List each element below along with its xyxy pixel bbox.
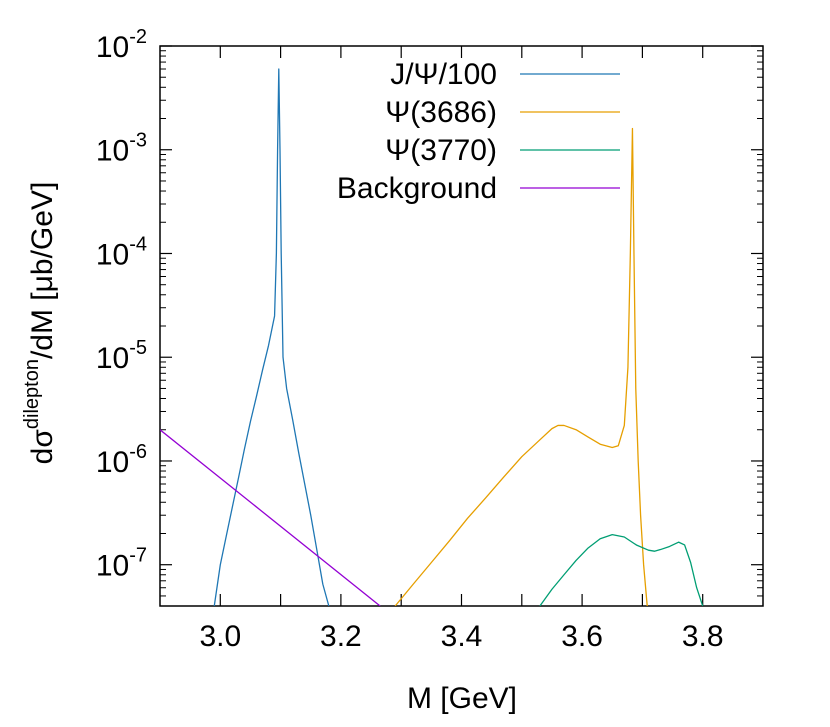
y-tick-label-exponent: -6 [129, 441, 147, 463]
axis-ticks [160, 45, 763, 607]
y-tick-label-base: 10 [96, 342, 129, 375]
y-axis-label-prefix: dσ [26, 429, 59, 465]
x-tick-label: 3.6 [561, 620, 603, 653]
legend-label: Background [337, 172, 497, 205]
legend-label: J/Ψ/100 [390, 58, 497, 91]
legend-label: Ψ(3686) [385, 96, 497, 129]
series-line-1 [394, 127, 648, 606]
x-axis-label: M [GeV] [407, 682, 517, 715]
y-tick-label-base: 10 [96, 238, 129, 271]
y-tick-label-base: 10 [96, 31, 129, 64]
series-line-2 [539, 533, 704, 606]
x-tick-label: 3.0 [199, 620, 241, 653]
y-tick-label-exponent: -2 [129, 26, 147, 48]
y-axis-label-suffix: /dM [μb/GeV] [26, 182, 59, 359]
series-line-3 [160, 429, 381, 606]
legend: J/Ψ/100 Ψ(3686) Ψ(3770) Background [337, 58, 620, 205]
x-tick-label: 3.4 [441, 620, 483, 653]
y-tick-label-base: 10 [96, 446, 129, 479]
y-tick-labels: 10-210-310-410-510-610-7 [96, 26, 147, 583]
y-tick-label: 10-2 [96, 26, 147, 64]
series-line-0 [213, 68, 330, 606]
y-tick-label: 10-5 [96, 337, 147, 375]
y-axis-label: dσdilepton/dM [μb/GeV] [21, 182, 59, 465]
y-tick-label-base: 10 [96, 550, 129, 583]
legend-label: Ψ(3770) [385, 134, 497, 167]
y-axis-label-superscript: dilepton [21, 359, 43, 429]
y-tick-label: 10-7 [96, 545, 147, 583]
y-tick-label-exponent: -5 [129, 337, 147, 359]
x-tick-label: 3.8 [682, 620, 724, 653]
y-tick-label: 10-6 [96, 441, 147, 479]
y-tick-label-exponent: -4 [129, 233, 147, 255]
plot-frame [159, 45, 764, 607]
y-tick-label: 10-3 [96, 130, 147, 168]
y-tick-label-exponent: -7 [129, 545, 147, 567]
y-tick-label-exponent: -3 [129, 130, 147, 152]
x-tick-label: 3.2 [320, 620, 362, 653]
x-tick-labels: 3.0 3.2 3.4 3.6 3.8 [199, 620, 723, 653]
series-lines [160, 68, 704, 606]
y-tick-label-base: 10 [96, 135, 129, 168]
y-tick-label: 10-4 [96, 233, 147, 271]
